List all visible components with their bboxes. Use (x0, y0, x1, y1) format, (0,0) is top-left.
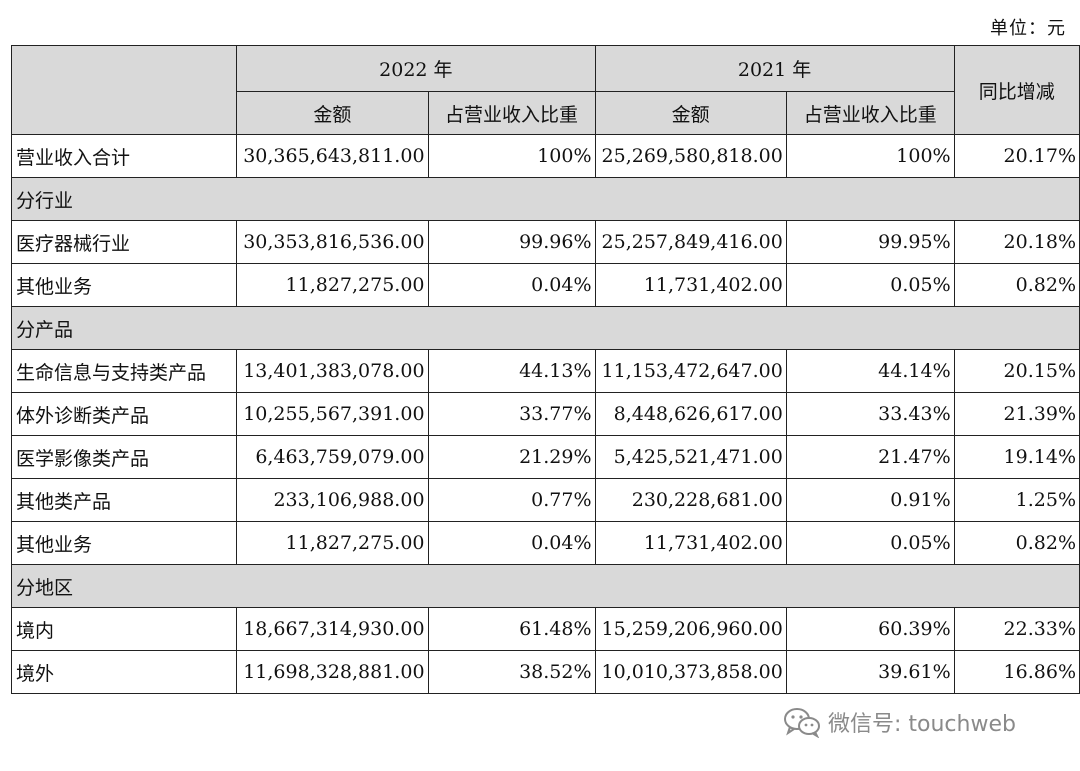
amount-2021-cell: 11,731,402.00 (594, 521, 787, 565)
table-row: 其他类产品 233,106,988.00 0.77% 230,228,681.00 0.… (10, 478, 1080, 522)
row-label: 体外诊断类产品 (10, 392, 238, 436)
amount-2022-cell: 11,698,328,881.00 (236, 650, 429, 694)
amount-2021-cell: 11,153,472,647.00 (594, 349, 787, 393)
table-row: 生命信息与支持类产品 13,401,383,078.00 44.13% 11,153,… (10, 349, 1080, 393)
section-label: 分产品 (11, 306, 1080, 350)
row-label: 境内 (10, 607, 238, 651)
amount-2021-cell: 230,228,681.00 (594, 478, 787, 522)
row-label: 其他业务 (10, 263, 238, 307)
table-body: 营业收入合计 30,365,643,811.00 100% 25,269,580,81… (10, 134, 1080, 694)
share-2021-cell: 99.95% (785, 220, 955, 264)
yoy-cell: 20.17% (953, 134, 1080, 178)
table-row: 其他业务 11,827,275.00 0.04% 11,731,402.00 0.05%… (10, 263, 1080, 307)
share-2021-cell: 0.91% (785, 478, 955, 522)
amount-2021-cell: 5,425,521,471.00 (594, 435, 787, 479)
share-2021-header: 占营业收入比重 (785, 91, 955, 135)
row-label: 其他业务 (10, 521, 238, 565)
amount-2022-cell: 13,401,383,078.00 (236, 349, 429, 393)
row-label: 医学影像类产品 (10, 435, 238, 479)
amount-2021-cell: 10,010,373,858.00 (594, 650, 787, 694)
table-row: 境外 11,698,328,881.00 38.52% 10,010,373,858.… (10, 650, 1080, 694)
amount-2021-header: 金额 (594, 91, 787, 135)
table-row: 医学影像类产品 6,463,759,079.00 21.29% 5,425,521,4… (10, 435, 1080, 479)
year-2021-header: 2021 年 (594, 45, 955, 92)
share-2022-cell: 99.96% (427, 220, 596, 264)
share-2021-cell: 39.61% (785, 650, 955, 694)
corner-header-cell (10, 45, 238, 135)
share-2021-cell: 100% (785, 134, 955, 178)
table-row: 其他业务 11,827,275.00 0.04% 11,731,402.00 0.05%… (10, 521, 1080, 565)
yoy-cell: 20.18% (953, 220, 1080, 264)
share-2022-cell: 61.48% (427, 607, 596, 651)
share-2021-cell: 44.14% (785, 349, 955, 393)
share-2022-cell: 33.77% (427, 392, 596, 436)
amount-2022-cell: 18,667,314,930.00 (236, 607, 429, 651)
yoy-cell: 19.14% (953, 435, 1080, 479)
amount-2021-cell: 11,731,402.00 (594, 263, 787, 307)
amount-2022-cell: 11,827,275.00 (236, 521, 429, 565)
row-label: 生命信息与支持类产品 (10, 349, 238, 393)
unit-label: 单位：元 (990, 18, 1066, 39)
share-2022-cell: 38.52% (427, 650, 596, 694)
yoy-cell: 0.82% (953, 521, 1080, 565)
yoy-cell: 20.15% (953, 349, 1080, 393)
amount-2022-cell: 11,827,275.00 (236, 263, 429, 307)
amount-2022-header: 金额 (236, 91, 429, 135)
watermark-text: 微信号: touchweb (828, 712, 1016, 737)
yoy-header: 同比增减 (953, 45, 1080, 135)
amount-2022-cell: 233,106,988.00 (236, 478, 429, 522)
amount-2022-cell: 30,353,816,536.00 (236, 220, 429, 264)
row-label: 营业收入合计 (10, 134, 238, 178)
section-row: 分行业 (11, 177, 1080, 221)
share-2021-cell: 0.05% (785, 263, 955, 307)
amount-2021-cell: 25,269,580,818.00 (594, 134, 787, 178)
section-label: 分行业 (11, 177, 1080, 221)
share-2021-cell: 33.43% (785, 392, 955, 436)
table-row: 境内 18,667,314,930.00 61.48% 15,259,206,960.… (10, 607, 1080, 651)
yoy-cell: 16.86% (953, 650, 1080, 694)
yoy-cell: 22.33% (953, 607, 1080, 651)
table-row: 体外诊断类产品 10,255,567,391.00 33.77% 8,448,626,… (10, 392, 1080, 436)
amount-2022-cell: 30,365,643,811.00 (236, 134, 429, 178)
revenue-table: 2022 年 2021 年 同比增减 金额 占营业收入比重 金额 占营业收入比重… (10, 45, 1080, 694)
share-2022-cell: 100% (427, 134, 596, 178)
amount-2022-cell: 10,255,567,391.00 (236, 392, 429, 436)
yoy-cell: 0.82% (953, 263, 1080, 307)
share-2022-cell: 21.29% (427, 435, 596, 479)
share-2022-cell: 0.77% (427, 478, 596, 522)
share-2021-cell: 60.39% (785, 607, 955, 651)
amount-2022-cell: 6,463,759,079.00 (236, 435, 429, 479)
row-label: 医疗器械行业 (10, 220, 238, 264)
yoy-cell: 21.39% (953, 392, 1080, 436)
share-2021-cell: 21.47% (785, 435, 955, 479)
section-label: 分地区 (11, 564, 1080, 608)
share-2022-cell: 44.13% (427, 349, 596, 393)
share-2022-cell: 0.04% (427, 263, 596, 307)
section-row: 分产品 (11, 306, 1080, 350)
section-row: 分地区 (11, 564, 1080, 608)
row-label: 其他类产品 (10, 478, 238, 522)
row-label: 境外 (10, 650, 238, 694)
amount-2021-cell: 8,448,626,617.00 (594, 392, 787, 436)
wechat-icon (782, 706, 822, 738)
year-2022-header: 2022 年 (236, 45, 596, 92)
watermark: 微信号: touchweb (782, 706, 1016, 738)
share-2021-cell: 0.05% (785, 521, 955, 565)
yoy-cell: 1.25% (953, 478, 1080, 522)
table-row: 医疗器械行业 30,353,816,536.00 99.96% 25,257,849,… (10, 220, 1080, 264)
share-2022-header: 占营业收入比重 (427, 91, 596, 135)
amount-2021-cell: 25,257,849,416.00 (594, 220, 787, 264)
amount-2021-cell: 15,259,206,960.00 (594, 607, 787, 651)
table-row: 营业收入合计 30,365,643,811.00 100% 25,269,580,81… (10, 134, 1080, 178)
share-2022-cell: 0.04% (427, 521, 596, 565)
